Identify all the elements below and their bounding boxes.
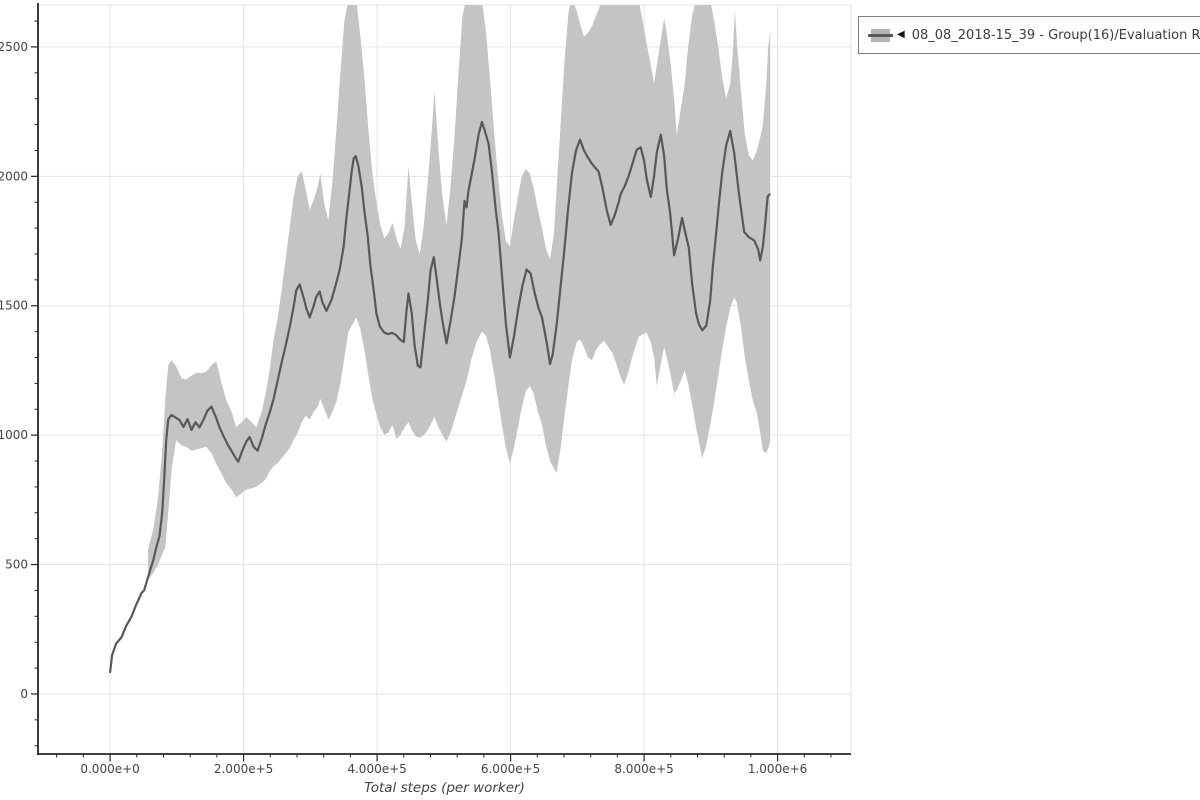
y-tick-label: 2500: [0, 40, 28, 54]
legend-collapse-arrow-icon: ◀: [897, 29, 905, 40]
legend-series-label: 08_08_2018-15_39 - Group(16)/Evaluation …: [911, 27, 1200, 43]
y-tick-label: 1000: [0, 428, 28, 442]
x-tick-label: 8.000e+5: [614, 762, 673, 776]
x-tick-label: 4.000e+5: [347, 762, 406, 776]
x-axis-title: Total steps (per worker): [364, 780, 525, 796]
x-tick-label: 1.000e+6: [748, 762, 807, 776]
x-tick-label: 6.000e+5: [481, 762, 540, 776]
x-tick-label: 2.000e+5: [214, 762, 273, 776]
y-tick-labels: 0 500 1000 1500 2000 2500: [0, 40, 28, 701]
axes: [37, 3, 851, 755]
x-tick-labels: 0.000e+0 2.000e+5 4.000e+5 6.000e+5 8.000e+5…: [80, 762, 807, 776]
legend-swatch-icon: [868, 28, 893, 42]
y-tick-label: 1500: [0, 299, 28, 313]
y-tick-label: 2000: [0, 169, 28, 183]
y-tick-label: 500: [5, 558, 28, 572]
tick-marks: [31, 20, 832, 762]
y-tick-label: 0: [20, 687, 28, 701]
confidence-band: [148, 5, 771, 581]
legend-line-swatch: [868, 33, 893, 37]
legend-box[interactable]: ◀ 08_08_2018-15_39 - Group(16)/Evaluatio…: [858, 16, 1200, 54]
x-tick-label: 0.000e+0: [80, 762, 139, 776]
mean-reward-line: [109, 120, 771, 674]
